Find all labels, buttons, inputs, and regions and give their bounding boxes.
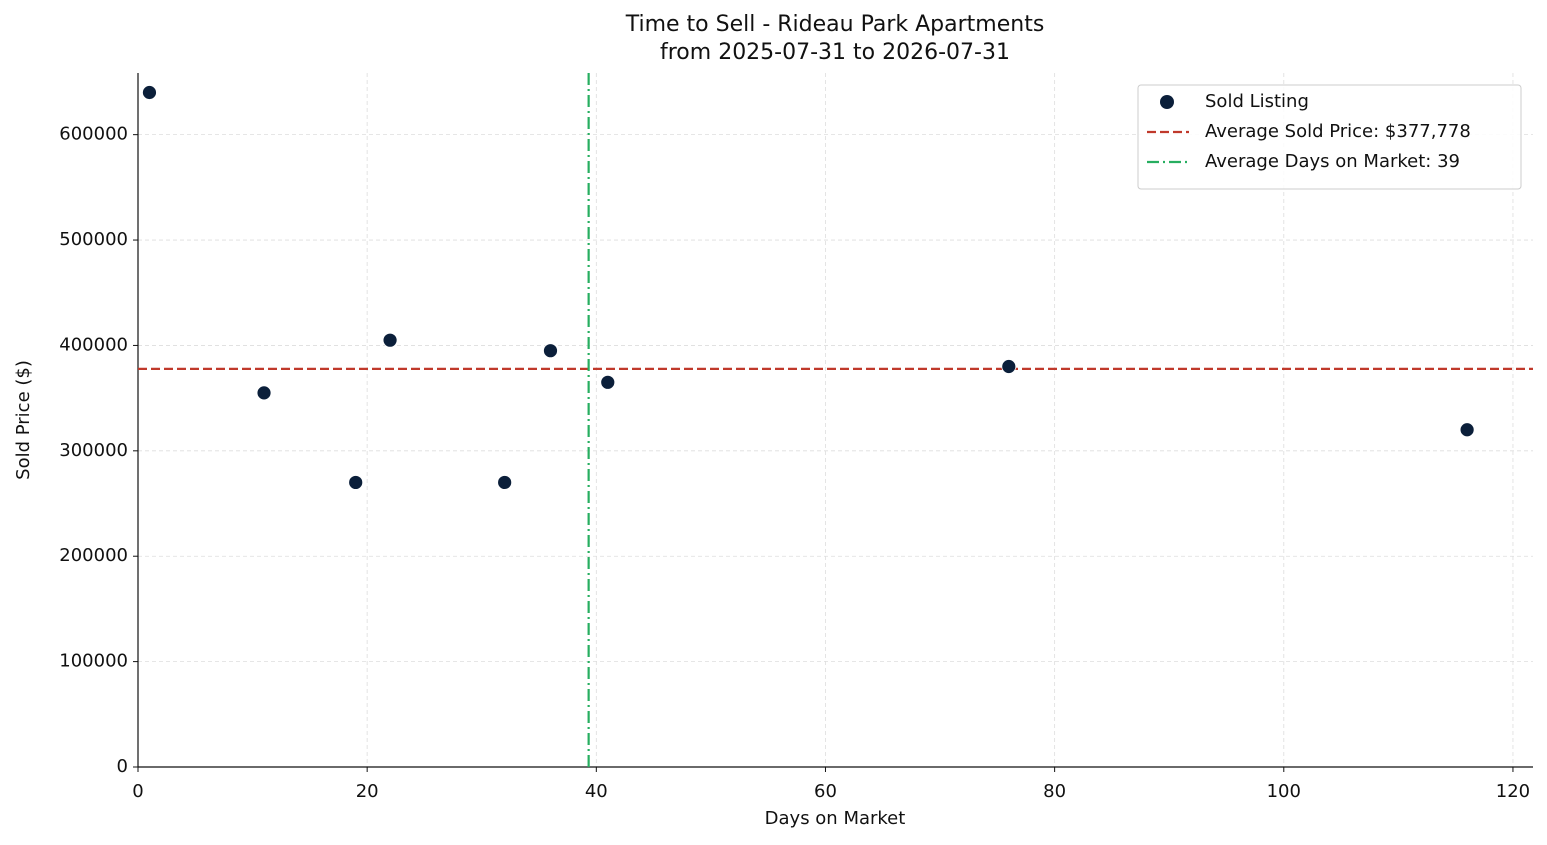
y-tick-label: 100000 [59,651,128,672]
y-tick-label: 0 [117,756,128,777]
y-tick-label: 600000 [59,124,128,145]
point [256,385,272,401]
x-tick-label: 60 [814,781,837,802]
point [382,332,398,348]
point [1001,359,1017,374]
x-tick-label: 120 [1496,781,1530,802]
x-tick-label: 0 [132,781,143,802]
x-tick-label: 40 [585,781,608,802]
point [348,475,364,490]
x-tick-label: 100 [1267,781,1301,802]
chart-title: Time to Sell - Rideau Park Apartments [625,12,1045,37]
point [497,475,513,490]
legend-box [1137,84,1522,190]
point [600,374,616,390]
y-axis-label: Sold Price ($) [13,360,34,480]
x-axis-label: Days on Market [765,808,906,829]
legend-label: Average Days on Market: 39 [1205,151,1460,172]
point [543,343,558,359]
y-tick-label: 400000 [59,334,128,355]
y-tick-label: 300000 [59,440,128,461]
y-tick-label: 500000 [59,229,128,250]
y-tick-label: 200000 [59,545,128,566]
legend-label: Average Sold Price: $377,778 [1205,121,1471,142]
x-tick-label: 80 [1043,781,1066,802]
legend-marker [1160,95,1174,109]
legend-label: Sold Listing [1205,91,1309,112]
point [1459,422,1475,438]
point [142,85,157,100]
x-tick-label: 20 [356,781,379,802]
chart-subtitle: from 2025-07-31 to 2026-07-31 [660,40,1010,65]
